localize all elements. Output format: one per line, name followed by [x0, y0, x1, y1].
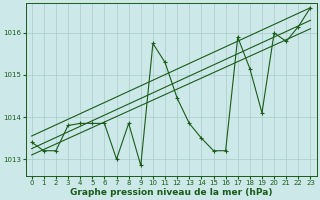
X-axis label: Graphe pression niveau de la mer (hPa): Graphe pression niveau de la mer (hPa)	[70, 188, 272, 197]
